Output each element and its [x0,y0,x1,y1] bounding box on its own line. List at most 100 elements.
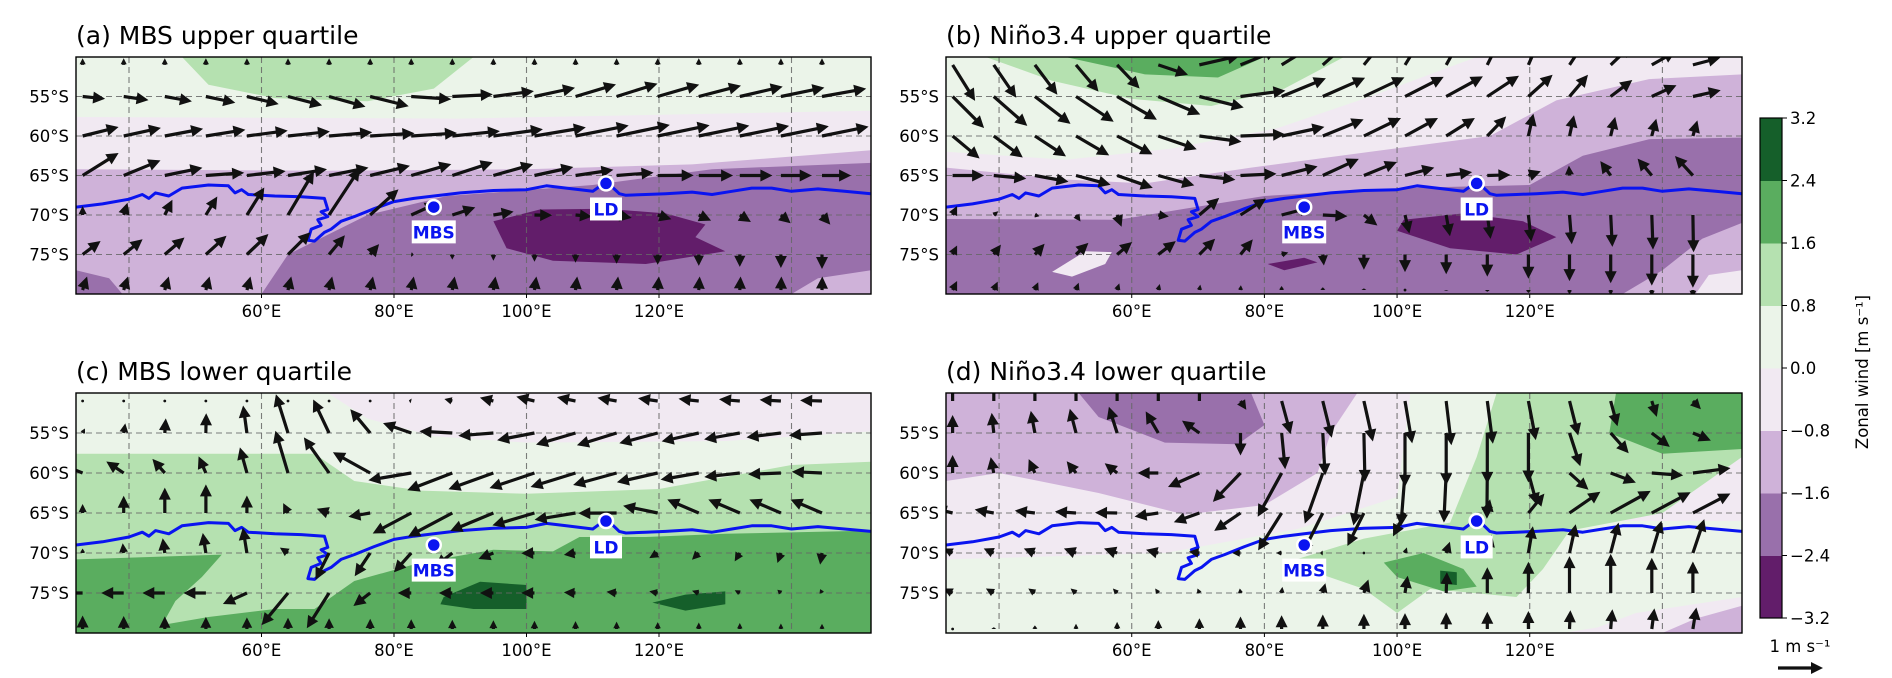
wind-vector [1524,214,1536,242]
wind-vector [638,394,658,406]
wind-vector [368,471,412,485]
wind-vector [1054,506,1077,519]
wind-vector [1199,172,1236,185]
wind-vector [450,511,494,532]
wind-vector [1675,156,1695,177]
wind-vector [1197,284,1202,291]
wind-vector [158,538,171,554]
wind-vector [708,498,741,515]
site-marker-mbs: MBS [411,198,456,244]
wind-vector [492,161,534,177]
wind-vector [1651,57,1672,67]
wind-vector [1686,254,1699,288]
wind-vector [606,588,617,598]
wind-vector [1487,169,1511,182]
map-area: MBS LD [946,393,1742,633]
wind-vector [575,122,629,138]
wind-vector [1104,463,1119,476]
colorbar-label: Zonal wind [m s⁻¹] [1853,295,1872,449]
wind-vector [328,95,366,110]
wind-vector [200,616,212,629]
site-label-box [1460,197,1493,221]
wind-vector [1651,492,1691,515]
wind-vector [698,169,734,182]
wind-vector [1321,400,1335,438]
wind-vector [205,125,246,138]
wind-vector [1320,287,1326,290]
wind-vector [1441,541,1452,554]
y-tick-label: 65°S [29,504,69,523]
wind-vector [1483,214,1495,239]
wind-vector [776,552,785,563]
site-label: MBS [413,223,455,243]
wind-vector [719,394,740,407]
wind-vector [1240,168,1277,181]
wind-vector [241,276,254,291]
wind-vector [946,505,953,515]
wind-vector [1567,290,1572,294]
wind-vector [200,276,213,291]
wind-vector [800,394,822,407]
map-area: MBS LD [76,57,871,294]
wind-vector [946,415,959,433]
wind-vector [80,428,86,434]
wind-vector [1440,612,1453,629]
wind-vector [1568,400,1582,436]
wind-vector [1563,254,1576,282]
wind-vector [1522,611,1535,629]
colorbar-tick-label: 1.6 [1790,234,1816,253]
wind-vector [1362,551,1366,555]
colorbar-tick-label: 0.0 [1790,359,1816,378]
x-tick-label: 100°E [501,302,551,321]
wind-vector [534,511,576,524]
wind-vector [1440,433,1453,486]
wind-vector [123,92,149,105]
wind-vector [353,591,372,606]
wind-vector [992,64,1017,98]
wind-vector [777,589,783,595]
wind-vector [1033,63,1058,95]
wind-vector [1116,174,1153,190]
colorbar-tick-label: −0.8 [1790,422,1830,441]
wind-vector [1481,499,1494,514]
wind-vector [369,94,409,110]
wind-vector [818,58,825,65]
wind-vector [1198,238,1216,256]
wind-vector [704,431,741,444]
wind-vector [1395,472,1408,527]
contour-fill [791,270,871,294]
wind-vector [487,276,500,291]
site-marker-mbs: MBS [1282,536,1327,582]
colorbar-tick-label: −1.6 [1790,484,1830,503]
wind-vector [949,206,958,217]
wind-vector [573,471,617,488]
wind-vector [575,82,616,98]
wind-vector [348,508,371,521]
panel-d: (d) Niño3.4 lower quartile MBS LD 60°E 80°E… [899,357,1743,660]
site-dot [1468,512,1485,530]
wind-vector [660,471,699,484]
wind-vector [1400,214,1413,234]
wind-vector [448,471,494,491]
wind-vector [365,618,375,629]
map-frame [75,392,872,634]
wind-vector [1692,463,1731,476]
wind-vector [1281,251,1289,258]
wind-vector [1168,471,1200,488]
wind-vector [1034,173,1069,186]
wind-vector [1692,87,1721,99]
wind-vector [1568,471,1589,490]
wind-vector [613,58,620,65]
wind-vector [1527,169,1541,181]
wind-vector [1137,467,1159,479]
colorbar-bin [1760,430,1782,494]
wind-vector [1399,254,1411,273]
x-tick-label: 80°E [1245,302,1285,321]
wind-vector [1692,57,1721,67]
wind-vector [1234,616,1247,629]
wind-vector [1258,512,1283,551]
wind-vector [161,199,173,216]
coastline [946,182,1742,243]
wind-vector [142,587,165,599]
contour-fill [1662,605,1742,633]
